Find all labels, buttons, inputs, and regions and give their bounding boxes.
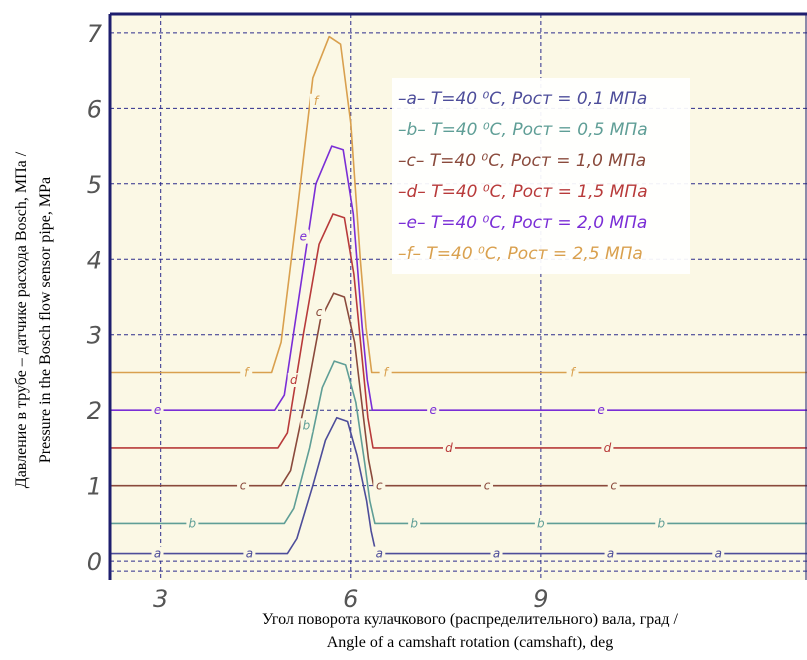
curve-label-a-5: a xyxy=(715,547,722,561)
legend-entry-e: –e– T=40 ⁰C, Pост = 2,0 МПа xyxy=(398,213,647,233)
curve-label-bg-a-1 xyxy=(243,546,256,561)
y-tick-label-2: 2 xyxy=(87,397,102,425)
curve-label-e-1: e xyxy=(300,230,307,244)
tick-labels: 0 1 2 3 4 5 6 7 3 6 9 xyxy=(87,20,549,613)
curve-label-b-1: b xyxy=(303,418,311,432)
legend-background xyxy=(392,78,690,274)
legend: –a– T=40 ⁰C, Pост = 0,1 МПа –b– T=40 ⁰C, … xyxy=(392,78,690,274)
curve-label-d-1: d xyxy=(445,441,453,455)
curve-label-bg-e-0 xyxy=(151,403,164,418)
legend-entry-b: –b– T=40 ⁰C, Pост = 0,5 МПа xyxy=(398,120,648,140)
series-line-b xyxy=(110,360,807,525)
y-tick-label-4: 4 xyxy=(87,246,102,274)
curve-label-b-0: b xyxy=(189,516,197,530)
x-axis-title-line-2: Angle of a camshaft rotation (camshaft),… xyxy=(326,634,614,651)
x-tick-label-9: 9 xyxy=(533,585,548,613)
curve-label-bg-f-1 xyxy=(309,93,322,108)
curve-label-bg-c-3 xyxy=(481,478,494,493)
curve-label-b-4: b xyxy=(657,516,665,530)
curve-label-bg-f-2 xyxy=(379,365,392,380)
y-axis-title-line-2: Pressure in the Bosch flow sensor pipe, … xyxy=(37,176,54,464)
curve-label-c-4: c xyxy=(610,479,617,493)
curve-label-bg-c-1 xyxy=(313,305,326,320)
series-line-f xyxy=(110,35,807,374)
series-line-c xyxy=(110,292,807,487)
curve-label-bg-a-5 xyxy=(712,546,725,561)
series-line-e xyxy=(110,145,807,411)
curve-label-bg-c-4 xyxy=(607,478,620,493)
y-tick-label-7: 7 xyxy=(87,20,103,48)
x-axis-title: Угол поворота кулачкового (распределител… xyxy=(150,608,790,654)
curve-label-d-0: d xyxy=(290,373,298,387)
curve-label-c-3: c xyxy=(484,479,491,493)
x-axis-title-line-1: Угол поворота кулачкового (распределител… xyxy=(262,611,678,628)
curve-label-bg-d-2 xyxy=(601,440,614,455)
series-line-a xyxy=(110,416,807,555)
curve-label-a-3: a xyxy=(493,547,500,561)
curve-label-a-0: a xyxy=(154,547,161,561)
curve-label-bg-e-3 xyxy=(595,403,608,418)
axis-frame xyxy=(108,12,807,580)
curve-label-bg-a-3 xyxy=(490,546,503,561)
curve-label-f-1: f xyxy=(314,94,320,108)
curve-label-bg-a-2 xyxy=(373,546,386,561)
series-lines xyxy=(110,35,807,555)
curve-label-a-1: a xyxy=(246,547,253,561)
curve-label-bg-e-1 xyxy=(297,229,310,244)
curve-label-c-1: c xyxy=(316,305,323,319)
curve-label-f-0: f xyxy=(244,365,250,379)
curve-label-bg-d-1 xyxy=(442,440,455,455)
legend-entry-f: –f– T=40 ⁰C, Pост = 2,5 МПа xyxy=(398,244,643,264)
curve-label-c-2: c xyxy=(376,479,383,493)
y-tick-label-3: 3 xyxy=(87,322,102,350)
y-tick-label-5: 5 xyxy=(87,171,102,199)
curve-label-bg-f-3 xyxy=(566,365,579,380)
curve-label-bg-b-0 xyxy=(186,516,199,531)
curve-label-f-2: f xyxy=(384,365,390,379)
curve-label-a-2: a xyxy=(376,547,383,561)
curve-label-bg-e-2 xyxy=(427,403,440,418)
curve-label-e-3: e xyxy=(597,403,604,417)
curve-label-a-4: a xyxy=(607,547,614,561)
y-tick-label-0: 0 xyxy=(87,548,102,576)
y-tick-label-6: 6 xyxy=(87,95,102,123)
curve-labels: a a a a a a b b b b b c c c c c d d d e e e e f f f f xyxy=(151,93,725,561)
y-tick-label-1: 1 xyxy=(87,473,102,501)
curve-label-bg-c-0 xyxy=(237,478,250,493)
legend-entry-d: –d– T=40 ⁰C, Pост = 1,5 МПа xyxy=(398,182,648,202)
curve-label-e-0: e xyxy=(154,403,161,417)
curve-label-bg-a-4 xyxy=(604,546,617,561)
curve-label-bg-c-2 xyxy=(373,478,386,493)
x-tick-label-3: 3 xyxy=(153,585,168,613)
y-axis-title-line-1: Давление в трубе – датчике расхода Bosch… xyxy=(13,151,30,489)
curve-label-f-3: f xyxy=(570,365,576,379)
curve-label-bg-f-0 xyxy=(240,365,253,380)
curve-label-bg-d-0 xyxy=(287,373,300,388)
curve-label-bg-b-2 xyxy=(408,516,421,531)
curve-label-bg-a-0 xyxy=(151,546,164,561)
y-axis-title: Давление в трубе – датчике расхода Bosch… xyxy=(10,20,58,620)
legend-entry-a: –a– T=40 ⁰C, Pост = 0,1 МПа xyxy=(398,89,647,109)
curve-label-bg-b-1 xyxy=(300,418,313,433)
curve-label-bg-b-4 xyxy=(655,516,668,531)
curve-label-c-0: c xyxy=(240,479,247,493)
legend-entry-c: –c– T=40 ⁰C, Pост = 1,0 МПа xyxy=(398,151,646,171)
curve-label-bg-b-3 xyxy=(534,516,547,531)
curve-label-b-3: b xyxy=(537,516,545,530)
curve-label-d-2: d xyxy=(604,441,612,455)
series-line-d xyxy=(110,213,807,449)
x-tick-label-6: 6 xyxy=(343,585,358,613)
curve-label-e-2: e xyxy=(429,403,436,417)
curve-label-b-2: b xyxy=(410,516,418,530)
